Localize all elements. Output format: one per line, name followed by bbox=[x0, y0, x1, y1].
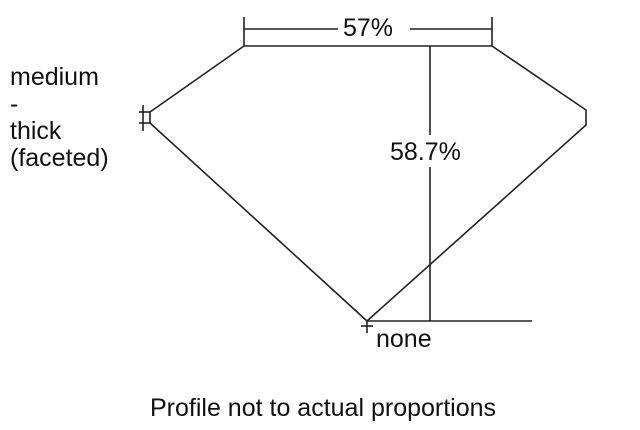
table-percent-label: 57% bbox=[343, 14, 394, 42]
gem-outline bbox=[149, 45, 587, 323]
depth-percent-label: 58.7% bbox=[390, 138, 461, 166]
caption: Profile not to actual proportions bbox=[150, 394, 497, 422]
girdle-label-line: - bbox=[10, 90, 19, 118]
girdle-label: medium - thick (faceted) bbox=[10, 64, 109, 172]
culet-label: none bbox=[376, 325, 432, 353]
girdle-label-line: medium bbox=[10, 63, 99, 91]
girdle-label-line: thick bbox=[10, 117, 62, 145]
girdle-label-line: (faceted) bbox=[10, 144, 109, 172]
